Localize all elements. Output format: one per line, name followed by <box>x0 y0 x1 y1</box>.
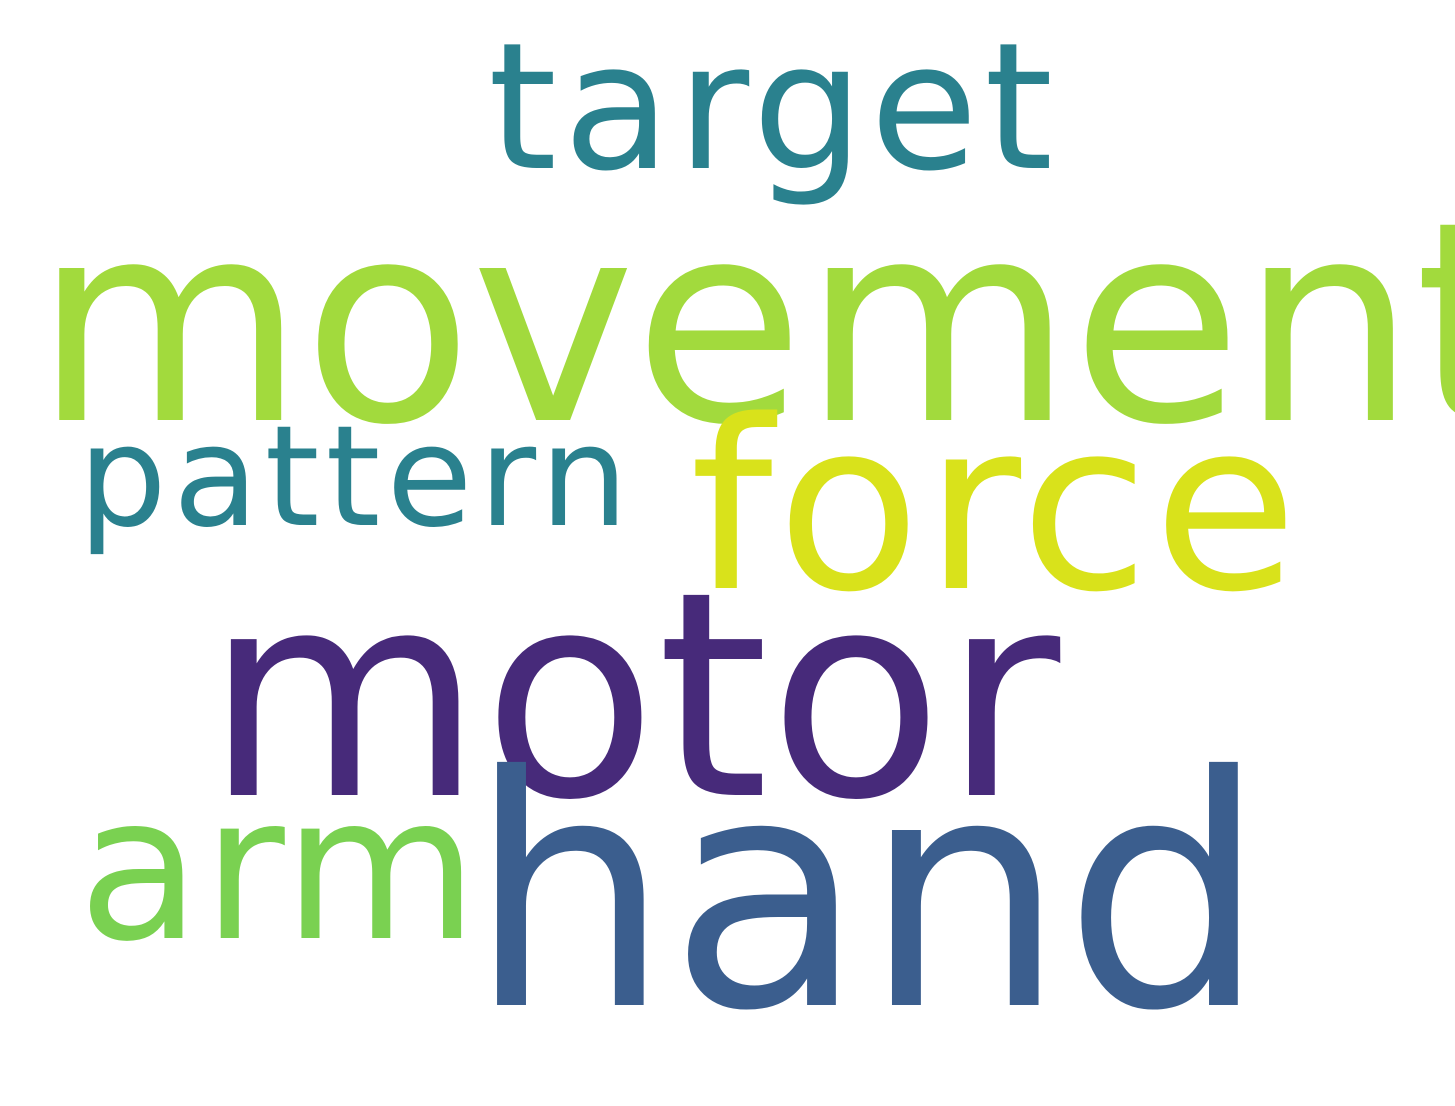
word-target: target <box>488 5 1060 210</box>
word-hand: hand <box>468 709 1267 1081</box>
word-arm: arm <box>78 753 481 986</box>
word-motor: motor <box>205 531 1061 863</box>
word-force: force <box>690 371 1302 644</box>
word-pattern: pattern <box>78 396 635 559</box>
word-movement: movement <box>34 162 1455 486</box>
